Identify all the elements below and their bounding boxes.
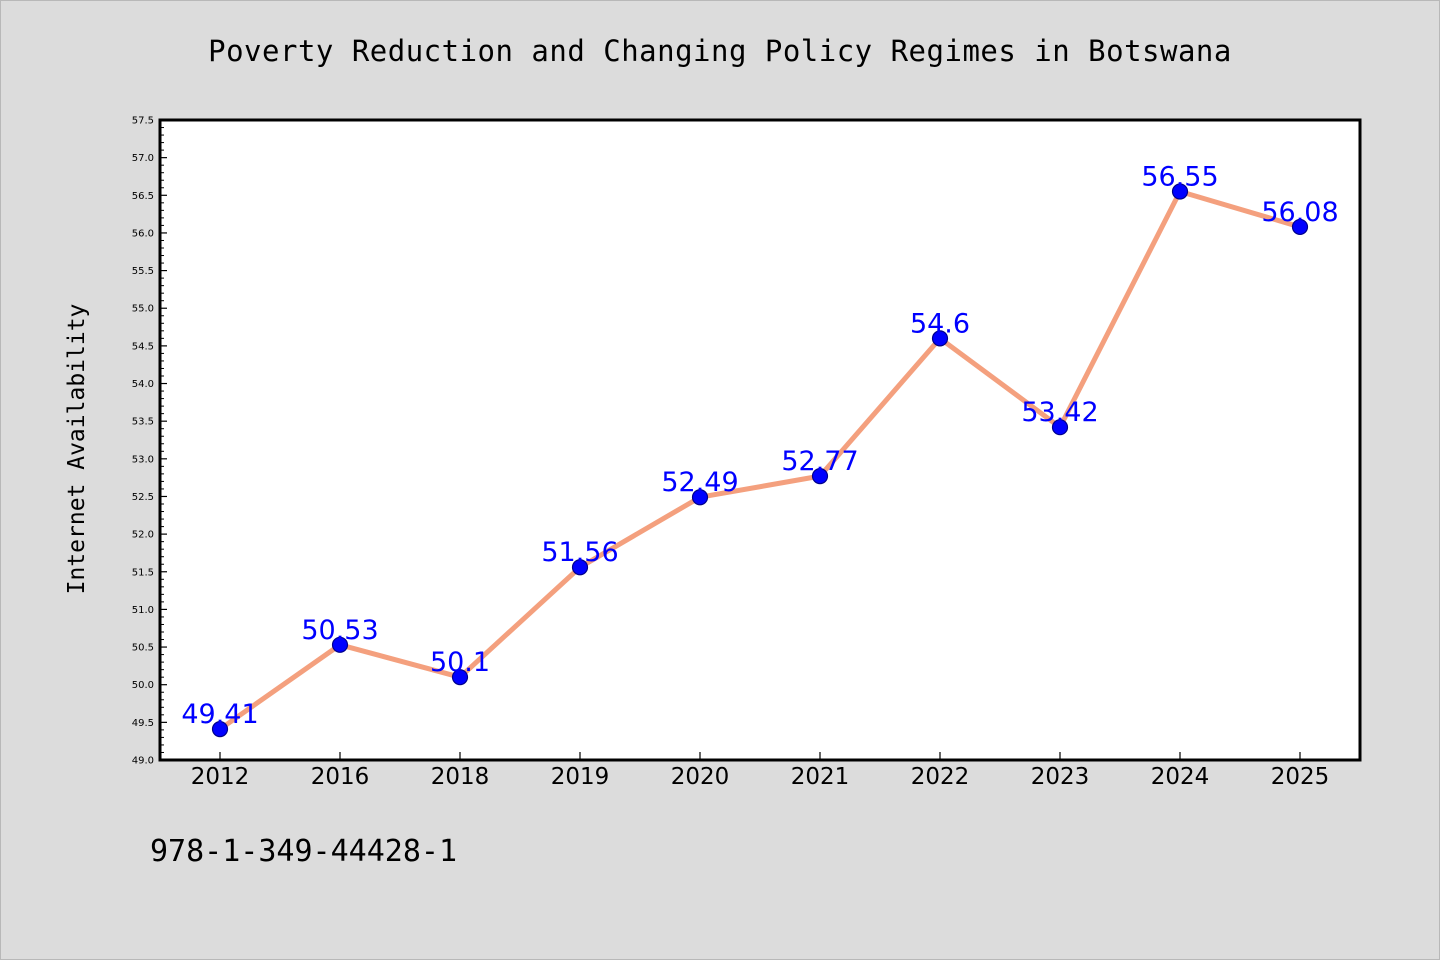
x-tick-label: 2020 bbox=[671, 764, 730, 790]
y-tick-label: 56.0 bbox=[132, 228, 154, 239]
y-tick-label: 53.5 bbox=[132, 417, 154, 428]
y-tick-label: 52.5 bbox=[132, 492, 154, 503]
y-tick-label: 57.5 bbox=[132, 116, 154, 127]
chart-title: Poverty Reduction and Changing Policy Re… bbox=[208, 34, 1232, 68]
y-tick-label: 53.0 bbox=[132, 454, 154, 465]
x-tick-label: 2012 bbox=[191, 764, 250, 790]
x-tick-label: 2023 bbox=[1031, 764, 1090, 790]
y-tick-label: 50.0 bbox=[132, 680, 154, 691]
data-label: 50.1 bbox=[430, 647, 490, 678]
y-tick-label: 51.5 bbox=[132, 567, 154, 578]
data-labels: 49.41 50.53 50.1 51.56 52.49 52.77 54.6 53.42 56… bbox=[181, 162, 1338, 731]
y-tick-label: 55.5 bbox=[132, 266, 154, 277]
y-tick-label: 56.5 bbox=[132, 191, 154, 202]
data-point bbox=[571, 559, 589, 576]
y-tick-label: 50.5 bbox=[132, 643, 154, 654]
data-point bbox=[1051, 419, 1069, 436]
data-point bbox=[1171, 183, 1189, 200]
x-tick-label: 2021 bbox=[791, 764, 850, 790]
y-axis-label: Internet Availability bbox=[64, 304, 90, 595]
data-label: 51.56 bbox=[541, 537, 618, 568]
x-tick-label: 2025 bbox=[1271, 764, 1330, 790]
y-tick-label: 55.0 bbox=[132, 304, 154, 315]
data-point bbox=[691, 489, 709, 506]
data-label: 52.77 bbox=[781, 446, 858, 477]
data-point bbox=[331, 636, 349, 653]
data-label: 54.6 bbox=[910, 308, 970, 339]
x-tick-label: 2016 bbox=[311, 764, 370, 790]
y-tick-label: 57.0 bbox=[132, 153, 154, 164]
data-label: 53.42 bbox=[1021, 397, 1098, 428]
data-label: 52.49 bbox=[661, 467, 738, 498]
x-tick-label: 2019 bbox=[551, 764, 610, 790]
data-point bbox=[931, 330, 949, 347]
plot-area bbox=[160, 120, 1360, 760]
x-axis-ticks: 2012 2016 2018 2019 2020 2021 2022 2023 2024 2025 bbox=[191, 752, 1330, 790]
data-point bbox=[811, 468, 829, 485]
y-tick-label: 51.0 bbox=[132, 605, 154, 616]
y-tick-label: 49.5 bbox=[132, 718, 154, 729]
data-point bbox=[1291, 218, 1309, 236]
data-point bbox=[211, 721, 229, 738]
y-tick-label: 49.0 bbox=[132, 756, 154, 767]
y-tick-label: 52.0 bbox=[132, 530, 154, 541]
x-tick-label: 2024 bbox=[1151, 764, 1210, 790]
data-label: 56.55 bbox=[1141, 162, 1218, 193]
data-point bbox=[451, 669, 469, 686]
footer-id: 978-1-349-44428-1 bbox=[150, 834, 458, 869]
x-tick-label: 2018 bbox=[431, 764, 490, 790]
data-markers bbox=[211, 183, 1309, 738]
y-tick-label: 54.0 bbox=[132, 379, 154, 390]
x-tick-label: 2022 bbox=[911, 764, 970, 790]
y-tick-label: 54.5 bbox=[132, 341, 154, 352]
data-label: 49.41 bbox=[181, 699, 258, 730]
data-label: 56.08 bbox=[1261, 197, 1338, 228]
plot-frame bbox=[158, 118, 1362, 762]
series-line bbox=[217, 189, 1303, 732]
data-label: 50.53 bbox=[301, 615, 378, 646]
